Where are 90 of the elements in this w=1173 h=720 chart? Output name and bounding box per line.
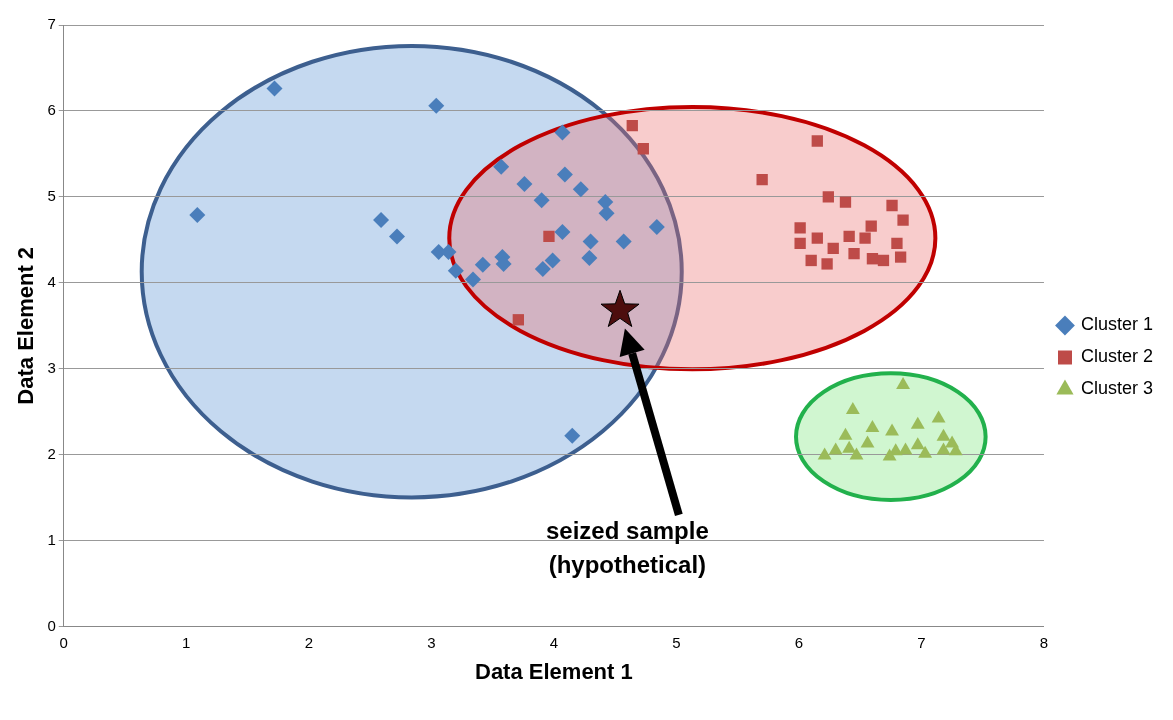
- point: [811, 135, 823, 147]
- point: [554, 124, 571, 141]
- point: [516, 175, 533, 192]
- point: [581, 249, 598, 266]
- x-tick-label: 2: [304, 633, 313, 651]
- point: [533, 192, 550, 209]
- point: [936, 442, 951, 455]
- y-axis-title: Data Element 2: [13, 246, 39, 405]
- point: [373, 212, 390, 229]
- point: [464, 271, 481, 288]
- point: [849, 447, 864, 460]
- point: [794, 237, 806, 249]
- point: [572, 181, 589, 198]
- point: [428, 97, 445, 114]
- point: [865, 420, 880, 433]
- x-tick-label: 1: [182, 633, 191, 651]
- y-tick-label: 5: [47, 187, 56, 205]
- point: [882, 448, 897, 461]
- y-tick-label: 0: [47, 616, 56, 634]
- legend-label: Cluster 1: [1080, 314, 1153, 335]
- x-tick-label: 5: [672, 633, 681, 651]
- point: [794, 222, 806, 234]
- x-tick-label: 6: [794, 633, 804, 651]
- x-axis-title: Data Element 1: [474, 658, 633, 684]
- x-tick-label: 3: [427, 633, 436, 651]
- point: [447, 262, 464, 279]
- point: [512, 314, 524, 326]
- point: [266, 80, 283, 97]
- point: [556, 166, 573, 183]
- point: [910, 416, 925, 429]
- point: [896, 377, 910, 390]
- point: [582, 233, 599, 250]
- annotation: seized sample (hypothetical): [546, 516, 709, 578]
- y-tick-label: 3: [47, 358, 56, 376]
- point: [493, 158, 510, 175]
- point: [389, 228, 406, 245]
- x-tick-label: 8: [1039, 633, 1049, 651]
- point: [859, 232, 871, 244]
- point: [910, 437, 925, 450]
- y-tick-label: 6: [47, 101, 56, 119]
- point: [805, 254, 817, 267]
- point: [597, 194, 614, 211]
- x-tick-label: 7: [917, 633, 926, 651]
- point: [936, 428, 951, 441]
- point: [827, 242, 839, 255]
- x-tick-label: 4: [549, 633, 559, 651]
- point: [894, 251, 907, 263]
- point: [821, 258, 833, 270]
- point: [817, 447, 832, 460]
- point: [845, 402, 860, 415]
- point: [756, 174, 768, 186]
- point: [534, 261, 551, 278]
- point: [564, 427, 581, 444]
- point: [811, 232, 823, 244]
- point: [615, 233, 632, 250]
- point: [848, 247, 860, 260]
- point: [600, 289, 640, 328]
- point: [648, 218, 665, 235]
- point: [918, 445, 933, 458]
- point: [838, 427, 853, 440]
- point: [544, 252, 561, 269]
- point: [860, 435, 875, 448]
- point: [931, 410, 946, 423]
- point: [866, 253, 879, 265]
- legend-label: Cluster 3: [1080, 378, 1153, 399]
- point: [189, 206, 206, 223]
- point: [474, 256, 491, 273]
- point: [842, 440, 857, 453]
- point: [543, 230, 555, 243]
- y-tick-label: 2: [47, 444, 56, 462]
- point: [886, 199, 898, 212]
- point: [897, 214, 909, 226]
- point: [828, 442, 843, 455]
- point: [885, 423, 899, 436]
- point: [898, 442, 913, 455]
- y-tick-label: 7: [47, 15, 56, 33]
- point: [822, 191, 834, 203]
- point: [598, 205, 615, 222]
- legend-label: Cluster 2: [1080, 346, 1153, 367]
- point: [839, 196, 852, 208]
- point: [843, 230, 855, 243]
- y-tick-label: 1: [47, 530, 56, 548]
- point: [637, 143, 649, 155]
- point: [554, 224, 571, 241]
- point: [865, 220, 877, 232]
- point: [891, 237, 903, 249]
- y-tick-label: 4: [47, 272, 56, 290]
- point: [877, 254, 890, 267]
- x-tick-label: 0: [59, 633, 68, 651]
- point: [626, 119, 638, 132]
